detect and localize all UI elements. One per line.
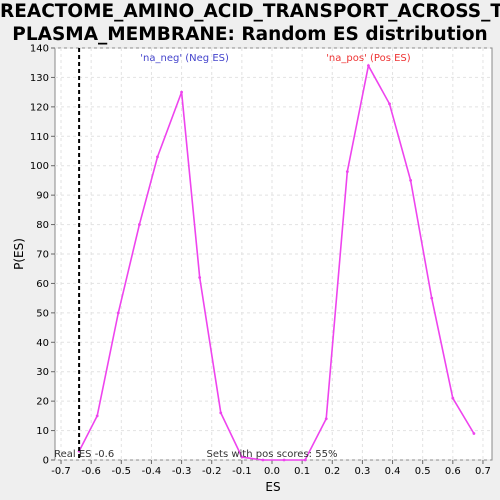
data-point xyxy=(95,414,99,418)
data-point xyxy=(198,276,202,279)
data-point xyxy=(156,155,159,159)
y-tick-label: 70 xyxy=(36,250,49,261)
series-group xyxy=(77,63,476,462)
y-tick-label: 110 xyxy=(30,132,49,143)
data-point xyxy=(303,458,307,462)
real-es-label: Real ES -0.6 xyxy=(54,449,114,460)
x-tick-label: -0.7 xyxy=(51,466,71,477)
data-point xyxy=(409,179,413,182)
data-point xyxy=(472,432,476,435)
data-point xyxy=(116,311,120,315)
y-tick-label: 130 xyxy=(30,73,49,84)
data-point xyxy=(180,90,183,94)
x-axis-ticks: -0.7 -0.6 -0.5 -0.4 -0.3 -0.2 -0.1 0.0 0.1 0.2 0.3… xyxy=(51,460,491,477)
x-tick-label: 0.0 xyxy=(264,466,280,477)
data-point xyxy=(137,223,141,226)
legend-pos: 'na_pos' (Pos ES) xyxy=(326,53,411,64)
y-tick-label: 60 xyxy=(36,279,49,290)
y-axis-label: P(ES) xyxy=(12,238,26,270)
x-axis-label: ES xyxy=(265,480,280,494)
y-tick-label: 40 xyxy=(36,338,49,349)
annotations: Real ES -0.6 'na_neg' (Neg ES) 'na_pos' (P… xyxy=(54,48,411,460)
y-tick-label: 50 xyxy=(36,308,49,319)
series-line xyxy=(78,63,475,461)
y-tick-label: 90 xyxy=(36,191,49,202)
x-tick-label: 0.4 xyxy=(385,466,401,477)
x-tick-label: -0.1 xyxy=(232,466,252,477)
y-tick-label: 20 xyxy=(36,397,49,408)
data-point xyxy=(345,170,349,174)
y-tick-label: 10 xyxy=(36,426,49,437)
x-tick-label: -0.6 xyxy=(81,466,101,477)
y-tick-label: 100 xyxy=(30,161,49,172)
chart-title-line-2: PLASMA_MEMBRANE: Random ES distribution xyxy=(12,24,488,45)
y-axis-ticks: 0 10 20 30 40 50 60 70 80 90 100 110 120 130 140 xyxy=(30,44,55,467)
chart-title: REACTOME_AMINO_ACID_TRANSPORT_ACROSS_THE… xyxy=(0,0,500,46)
y-tick-label: 0 xyxy=(43,456,49,467)
y-tick-label: 80 xyxy=(36,220,49,231)
x-tick-label: 0.5 xyxy=(415,466,431,477)
x-tick-label: -0.3 xyxy=(172,466,192,477)
data-point xyxy=(282,458,286,462)
y-tick-label: 140 xyxy=(30,44,49,55)
y-tick-label: 120 xyxy=(30,102,49,113)
x-tick-label: -0.4 xyxy=(142,466,162,477)
x-tick-label: 0.3 xyxy=(354,466,370,477)
data-point xyxy=(219,411,223,415)
legend-neg: 'na_neg' (Neg ES) xyxy=(140,53,229,64)
data-point xyxy=(324,417,328,421)
x-tick-label: 0.6 xyxy=(445,466,461,477)
x-tick-label: 0.7 xyxy=(475,466,491,477)
data-point xyxy=(430,296,434,300)
pos-scores-note: Sets with pos scores: 55% xyxy=(207,449,338,460)
data-point xyxy=(367,64,370,68)
data-point xyxy=(261,458,265,462)
x-tick-label: -0.5 xyxy=(112,466,132,477)
data-point xyxy=(240,455,244,459)
chart-title-line-1: REACTOME_AMINO_ACID_TRANSPORT_ACROSS_THE… xyxy=(0,1,500,22)
x-tick-label: 0.2 xyxy=(324,466,340,477)
data-point xyxy=(388,102,391,106)
y-tick-label: 30 xyxy=(36,367,49,378)
data-point xyxy=(451,396,455,400)
x-tick-label: -0.2 xyxy=(202,466,222,477)
x-tick-label: 0.1 xyxy=(294,466,310,477)
